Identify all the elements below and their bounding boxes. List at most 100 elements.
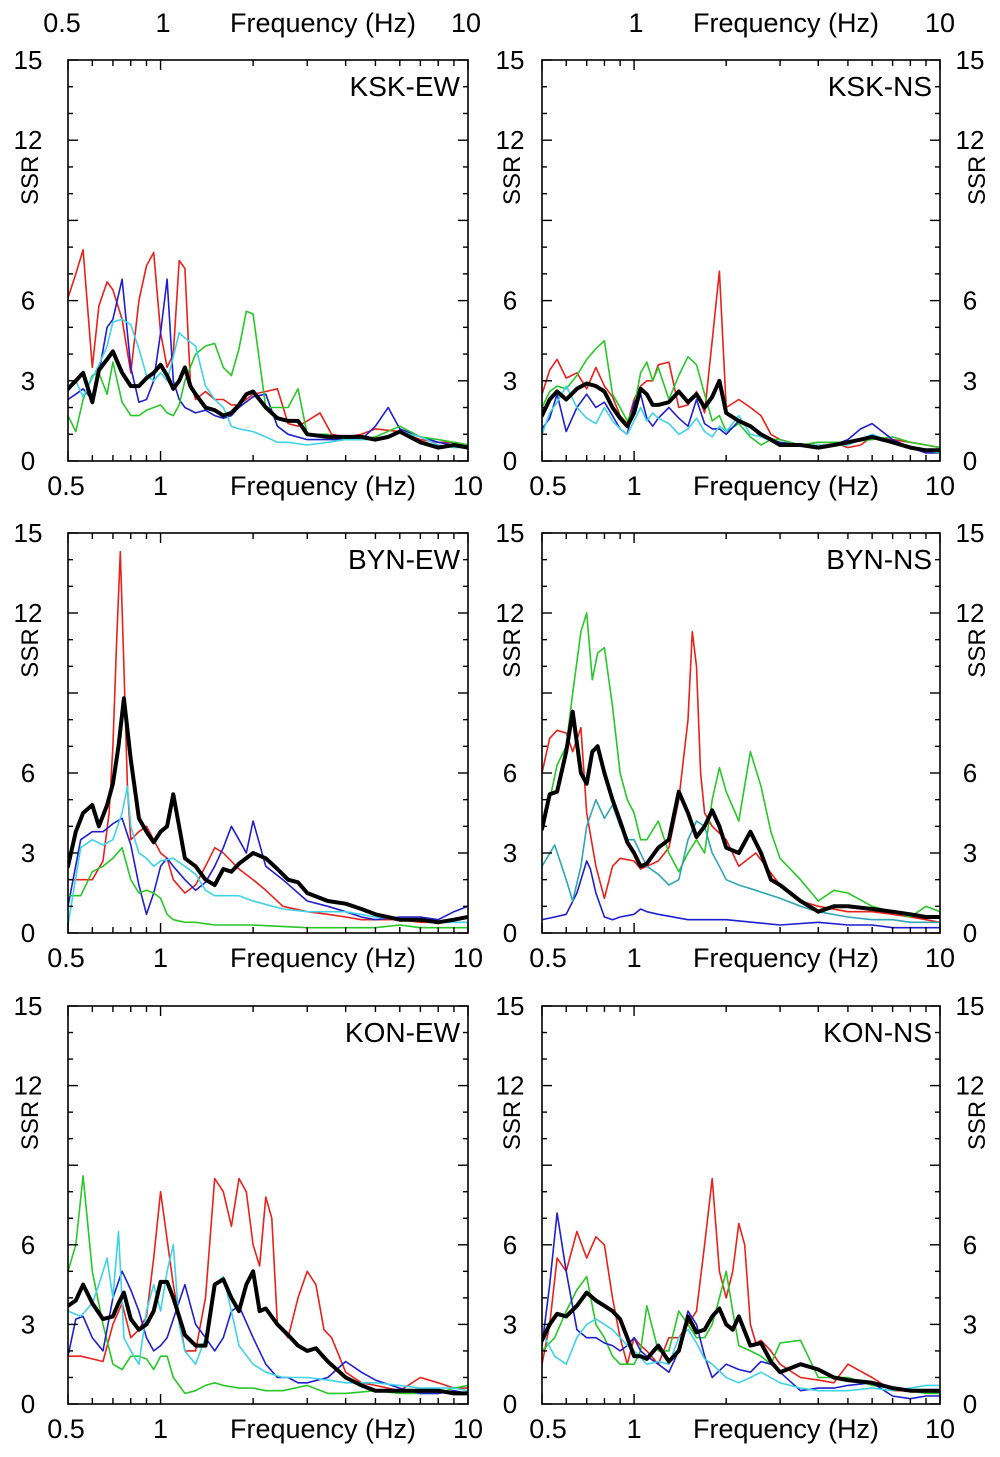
x-tick-label: 0.5 (529, 471, 567, 501)
x-tick-label: 10 (453, 471, 483, 501)
x-axis-title: Frequency (Hz) (230, 471, 416, 501)
x-tick-label: 1 (627, 471, 642, 501)
x-tick-label: 10 (925, 471, 955, 501)
y-tick-label: 15 (14, 518, 43, 548)
series-group (68, 1175, 468, 1396)
panel-title: KSK-EW (350, 71, 461, 102)
x-tick-label: 0.5 (47, 1414, 85, 1444)
series-line-cyan (542, 1318, 940, 1392)
top-tick-label-1-right: 1 (628, 8, 643, 38)
x-tick-label: 0.5 (529, 943, 567, 973)
x-tick-label: 0.5 (47, 471, 85, 501)
y-tick-label-right: 6 (963, 758, 977, 788)
y-tick-label: 3 (21, 1309, 35, 1339)
series-line-red (68, 550, 468, 924)
y-tick-label: 6 (21, 1230, 35, 1260)
y-tick-label-right: 12 (956, 125, 985, 155)
series-line-mean (542, 1290, 940, 1393)
series-line-mean (68, 1269, 468, 1396)
y-tick-label-right: 0 (963, 918, 977, 948)
series-line-cyan (542, 385, 940, 454)
series-line-green (542, 612, 940, 918)
x-axis-title: Frequency (Hz) (693, 943, 879, 973)
y-tick-label: 12 (496, 1071, 525, 1101)
y-tick-label: 12 (496, 598, 525, 628)
chart-panel-byn-ns: 0 3 6 12 15 SSR 0 3 6 12 15 SSR 0.5 1 10 Frequency (Hz)… (496, 518, 991, 973)
y-tick-label: 15 (496, 45, 525, 75)
top-tick-label-1-left: 1 (155, 8, 170, 38)
series-group (542, 270, 940, 454)
y-tick-label-right: 0 (963, 1389, 977, 1419)
y-tick-label: 6 (21, 286, 35, 316)
y-tick-label: 15 (496, 991, 525, 1021)
series-line-mean (68, 349, 468, 450)
plot-frame (67, 1005, 469, 1405)
y-tick-label: 15 (14, 991, 43, 1021)
y-tick-label: 0 (21, 446, 35, 476)
y-tick-label-right: 6 (963, 286, 977, 316)
y-tick-label-right: 0 (963, 446, 977, 476)
series-line-blue (68, 278, 468, 449)
y-axis-title-right: SSR (964, 628, 991, 677)
y-tick-label: 3 (503, 366, 517, 396)
y-tick-label: 6 (21, 758, 35, 788)
x-tick-label: 1 (627, 943, 642, 973)
series-line-cyan (68, 318, 468, 449)
y-tick-label-right: 15 (956, 518, 985, 548)
series-line-blue (542, 1212, 940, 1400)
y-tick-label: 0 (503, 918, 517, 948)
y-tick-label: 12 (496, 125, 525, 155)
plot-frame (541, 59, 941, 462)
y-tick-label: 3 (503, 1309, 517, 1339)
y-tick-label-right: 15 (956, 991, 985, 1021)
y-axis-title: SSR (499, 1101, 526, 1150)
series-line-red (68, 249, 468, 446)
series-group (542, 1177, 940, 1400)
y-axis-title: SSR (17, 628, 44, 677)
y-tick-label-right: 12 (956, 1071, 985, 1101)
y-axis-title-right: SSR (964, 156, 991, 205)
series-line-blue (542, 860, 940, 929)
x-tick-label: 1 (153, 943, 168, 973)
top-tick-label-10-right: 10 (925, 8, 955, 38)
plot-frame (541, 532, 941, 934)
x-axis-title: Frequency (Hz) (230, 943, 416, 973)
y-tick-label: 0 (503, 1389, 517, 1419)
y-tick-label: 12 (14, 125, 43, 155)
x-tick-label: 0.5 (47, 943, 85, 973)
series-line-green (68, 1175, 468, 1395)
x-tick-label: 0.5 (529, 1414, 567, 1444)
x-tick-label: 1 (153, 471, 168, 501)
panel-title: KON-EW (345, 1017, 461, 1048)
y-tick-label: 3 (21, 366, 35, 396)
series-group (68, 249, 468, 450)
y-tick-label-right: 12 (956, 598, 985, 628)
y-axis-title: SSR (499, 156, 526, 205)
x-tick-label: 1 (153, 1414, 168, 1444)
y-tick-label: 3 (503, 838, 517, 868)
top-tick-label-0.5-left: 0.5 (43, 8, 81, 38)
plot-frame (67, 532, 469, 934)
y-tick-label-right: 3 (963, 1309, 977, 1339)
y-tick-label-right: 3 (963, 366, 977, 396)
series-line-green (542, 339, 940, 449)
chart-panel-byn-ew: 0 3 6 12 15 SSR 0.5 1 10 Frequency (Hz) BYN-EW (14, 518, 483, 973)
top-axis-title-left: Frequency (Hz) (230, 8, 416, 38)
x-tick-label: 10 (925, 943, 955, 973)
series-line-red (68, 1177, 468, 1392)
x-axis-title: Frequency (Hz) (230, 1414, 416, 1444)
y-tick-label-right: 6 (963, 1230, 977, 1260)
y-axis-title: SSR (17, 156, 44, 205)
y-tick-label-right: 15 (956, 45, 985, 75)
x-axis-title: Frequency (Hz) (693, 471, 879, 501)
x-axis-title: Frequency (Hz) (693, 1414, 879, 1444)
y-tick-label: 6 (503, 758, 517, 788)
y-tick-label: 3 (21, 838, 35, 868)
series-line-blue (68, 1270, 468, 1395)
series-group (68, 550, 468, 929)
panel-title: BYN-EW (348, 544, 461, 575)
plot-frame (541, 1005, 941, 1405)
chart-panel-ksk-ns: 0 3 6 12 15 SSR 0 3 6 12 15 SSR 0.5 1 10 Frequency (Hz)… (496, 45, 991, 501)
y-tick-label: 6 (503, 1230, 517, 1260)
